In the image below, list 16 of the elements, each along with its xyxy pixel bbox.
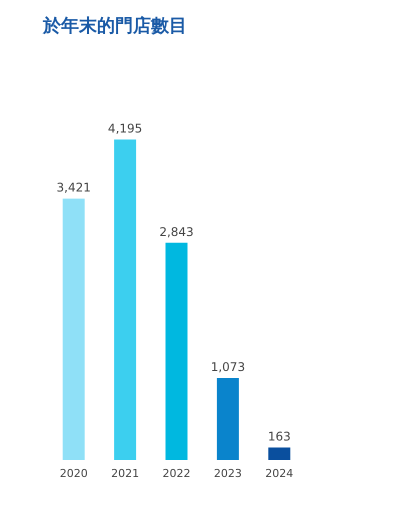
bar [216,378,239,460]
x-tick-label: 2021 [111,467,140,480]
bar [114,140,136,460]
data-label: 4,195 [108,122,142,136]
data-label: 1,073 [210,360,246,374]
x-tick-label: 2022 [162,467,190,480]
x-tick-label: 2023 [214,467,242,480]
x-tick-label: 2020 [60,467,88,480]
bar [268,448,290,460]
data-label: 163 [268,430,291,444]
chart-title: 於年末的門店數目 [42,16,187,36]
bar [62,198,85,460]
data-label: 3,421 [56,180,91,195]
x-tick-label: 2024 [265,467,294,480]
data-label: 2,843 [159,224,194,239]
bar [166,242,188,460]
